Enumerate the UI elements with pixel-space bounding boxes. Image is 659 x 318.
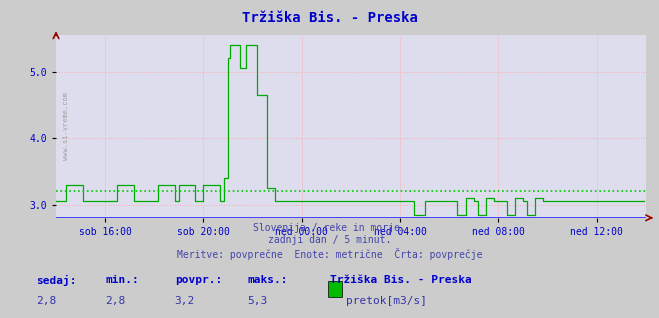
Text: 5,3: 5,3 (247, 296, 268, 306)
Text: pretok[m3/s]: pretok[m3/s] (346, 296, 427, 306)
Text: Slovenija / reke in morje.: Slovenija / reke in morje. (253, 223, 406, 232)
Text: 3,2: 3,2 (175, 296, 195, 306)
Text: Tržiška Bis. - Preska: Tržiška Bis. - Preska (242, 11, 417, 25)
Text: min.:: min.: (105, 275, 139, 285)
Text: 2,8: 2,8 (105, 296, 126, 306)
Text: maks.:: maks.: (247, 275, 287, 285)
Text: zadnji dan / 5 minut.: zadnji dan / 5 minut. (268, 235, 391, 245)
Text: 2,8: 2,8 (36, 296, 57, 306)
Text: www.si-vreme.com: www.si-vreme.com (63, 93, 69, 160)
Text: Meritve: povprečne  Enote: metrične  Črta: povprečje: Meritve: povprečne Enote: metrične Črta:… (177, 248, 482, 260)
Text: povpr.:: povpr.: (175, 275, 222, 285)
Text: Tržiška Bis. - Preska: Tržiška Bis. - Preska (330, 275, 471, 285)
Text: sedaj:: sedaj: (36, 275, 76, 286)
